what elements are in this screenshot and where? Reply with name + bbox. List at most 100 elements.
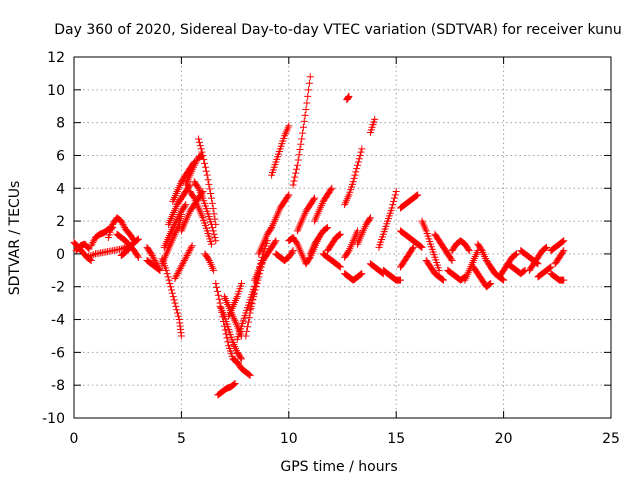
data-point [223, 334, 231, 342]
data-point [134, 236, 142, 244]
data-point [322, 225, 330, 233]
data-point [210, 210, 218, 218]
data-point [209, 227, 217, 235]
data-point [301, 111, 309, 119]
data-point [170, 296, 178, 304]
data-point [465, 247, 473, 255]
series-arc-48 [354, 214, 374, 248]
data-point [163, 270, 171, 278]
data-point [174, 312, 182, 320]
data-point [352, 168, 360, 176]
data-point [435, 266, 443, 274]
data-point [464, 245, 472, 253]
data-point [289, 247, 297, 255]
data-point [356, 151, 364, 159]
data-point [357, 270, 365, 278]
data-point [173, 271, 181, 279]
data-point [192, 158, 200, 166]
data-point [203, 171, 211, 179]
series-arc-35 [272, 247, 297, 264]
y-tick-label: -6 [51, 345, 65, 361]
data-point [229, 381, 237, 389]
data-point [486, 280, 494, 288]
data-marks [70, 73, 568, 399]
data-point [284, 192, 292, 200]
data-point [448, 256, 456, 264]
data-point [409, 245, 417, 253]
data-point [165, 276, 173, 284]
data-point [413, 191, 421, 199]
plot-border [73, 56, 612, 419]
data-point [177, 332, 185, 340]
data-point [176, 265, 184, 273]
data-point [201, 159, 209, 167]
data-point [238, 355, 246, 363]
data-point [543, 243, 551, 251]
data-point [271, 238, 279, 246]
data-point [285, 122, 293, 130]
data-point [155, 266, 163, 274]
data-point [175, 212, 183, 220]
data-point [512, 250, 520, 258]
data-point [208, 199, 216, 207]
data-point [169, 293, 177, 301]
x-tick-label: 10 [280, 431, 298, 447]
data-point [175, 266, 183, 274]
data-point [272, 237, 280, 245]
data-point [171, 219, 179, 227]
data-point [305, 79, 313, 87]
data-point [299, 129, 307, 137]
series-arc-62 [470, 263, 495, 291]
x-tick-label: 0 [70, 431, 79, 447]
data-point [215, 295, 223, 303]
data-point [305, 255, 313, 263]
data-point [302, 106, 310, 114]
series-arc-55 [396, 243, 417, 271]
series-arc-07 [117, 235, 142, 260]
data-point [133, 236, 141, 244]
series-arc-45 [341, 145, 366, 209]
data-point [391, 191, 399, 199]
series-arc-40 [306, 224, 331, 258]
data-point [288, 248, 296, 256]
y-tick-label: -8 [51, 378, 65, 394]
series-arc-15 [171, 242, 196, 283]
data-point [560, 276, 568, 284]
data-point [354, 161, 362, 169]
data-point [296, 146, 304, 154]
data-point [542, 244, 550, 252]
data-point [166, 279, 174, 287]
chart-title: Day 360 of 2020, Sidereal Day-to-day VTE… [54, 22, 622, 38]
data-point [559, 237, 567, 245]
x-axis-title: GPS time / hours [280, 459, 397, 475]
data-point [224, 338, 232, 346]
data-point [350, 174, 358, 182]
data-point [178, 261, 186, 269]
data-point [213, 287, 221, 295]
data-point [248, 299, 256, 307]
data-point [87, 242, 95, 250]
data-point [174, 270, 182, 278]
series-arc-28 [233, 358, 254, 379]
series-arc-20 [195, 135, 220, 228]
data-point [186, 245, 194, 253]
data-point [237, 354, 245, 362]
plot-frame [73, 56, 612, 419]
x-tick-label: 25 [602, 431, 620, 447]
series-arc-66 [504, 260, 529, 278]
y-tick-label: -2 [51, 280, 65, 296]
series-arc-43 [319, 250, 344, 271]
data-point [151, 256, 159, 264]
data-point [83, 253, 91, 261]
series-arc-52 [379, 266, 404, 284]
data-point [245, 371, 253, 379]
data-point [177, 263, 185, 271]
data-point [164, 273, 172, 281]
data-point [190, 161, 198, 169]
series-arc-54 [396, 227, 426, 251]
data-point [366, 215, 374, 223]
series-arc-34 [268, 191, 293, 232]
y-tick-label: 4 [56, 181, 65, 197]
series-arc-05 [104, 214, 138, 245]
